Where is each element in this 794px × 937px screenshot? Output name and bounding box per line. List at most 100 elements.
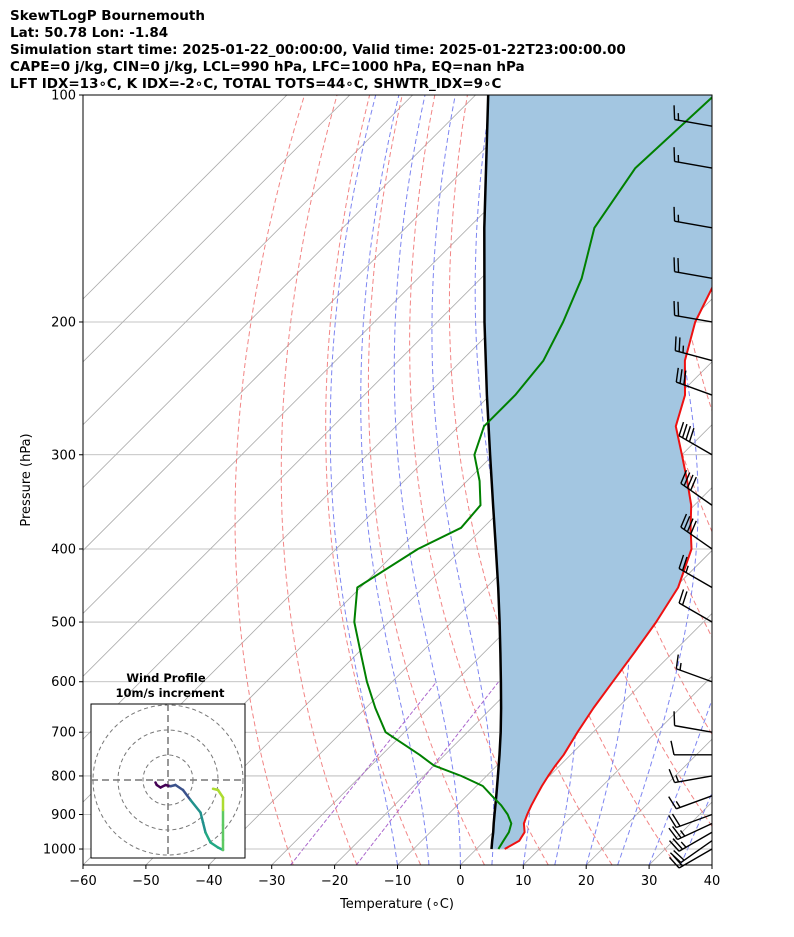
barb-half-feather	[679, 662, 682, 671]
barb-feather	[672, 838, 684, 850]
barb-feather	[686, 518, 694, 533]
moist-adiabat	[680, 791, 712, 865]
barb-feather	[673, 147, 676, 162]
mixing-ratio-line	[290, 681, 437, 865]
barb-feather	[673, 711, 676, 726]
barb-feather	[683, 370, 687, 385]
x-tick-label: −10	[384, 874, 411, 889]
barb-feather	[679, 369, 683, 384]
hodograph-trace	[189, 798, 202, 814]
isotherm	[711, 864, 712, 865]
barb-feather	[678, 554, 685, 569]
barb-half-feather	[675, 800, 681, 808]
isotherm	[83, 95, 539, 552]
wind-barb	[673, 711, 713, 733]
wind-barb	[670, 740, 712, 756]
barb-feather	[688, 427, 695, 442]
hodograph-trace	[211, 787, 220, 792]
dry-adiabat	[234, 95, 305, 865]
wind-barb	[668, 795, 713, 810]
barb-staff	[678, 435, 713, 456]
x-tick-label: −60	[69, 874, 96, 889]
barb-staff	[678, 831, 713, 852]
barb-half-feather	[680, 841, 687, 848]
barb-feather	[673, 206, 676, 222]
barb-staff	[674, 220, 713, 229]
barb-feather	[668, 856, 680, 869]
barb-feather	[673, 849, 685, 861]
moist-adiabat	[744, 95, 794, 865]
y-tick-label: 800	[51, 769, 76, 784]
barb-staff	[675, 350, 713, 362]
barb-feather	[678, 337, 681, 352]
cape-line: CAPE=0 j/kg, CIN=0 j/kg, LCL=990 hPa, LF…	[10, 59, 525, 75]
wind-barb	[678, 421, 713, 456]
barb-staff	[674, 724, 713, 733]
barb-feather	[683, 516, 691, 530]
wind-barb	[678, 589, 713, 623]
dry-adiabat	[367, 95, 485, 865]
x-tick-label: 20	[578, 874, 595, 889]
hodograph-trace	[181, 788, 192, 802]
x-tick-label: 0	[456, 874, 464, 889]
moist-adiabat	[617, 95, 699, 865]
isotherm	[83, 95, 288, 300]
hodograph-trace	[209, 841, 220, 849]
barb-feather	[673, 301, 676, 316]
barb-feather	[669, 852, 682, 864]
barb-feather	[670, 740, 675, 755]
y-tick-label: 100	[51, 89, 76, 104]
x-tick-label: −20	[321, 874, 348, 889]
barb-staff	[676, 795, 713, 810]
barb-feather	[675, 367, 679, 383]
wind-barb	[680, 469, 713, 506]
barb-feather	[671, 813, 681, 827]
dewpoint-profile	[353, 96, 712, 850]
barb-half-feather	[675, 774, 680, 783]
barb-feather	[690, 520, 697, 535]
barb-feather	[668, 840, 680, 852]
y-tick-label: 400	[51, 542, 76, 557]
moist-adiabat	[648, 698, 712, 865]
barb-staff	[676, 381, 713, 396]
barb-feather	[668, 827, 679, 840]
barb-staff	[674, 160, 713, 169]
wind-barb	[673, 257, 713, 279]
barb-feather	[668, 796, 677, 810]
index-line: LFT IDX=13∘C, K IDX=-2∘C, TOTAL TOTS=44∘…	[10, 76, 502, 92]
y-tick-label: 700	[51, 726, 76, 741]
wind-barb	[680, 513, 713, 550]
barb-feather	[680, 513, 688, 528]
barb-feather	[675, 654, 679, 669]
barb-feather	[677, 258, 680, 273]
x-tick-label: 40	[704, 874, 721, 889]
y-tick-label: 600	[51, 675, 76, 690]
wind-barb	[668, 831, 713, 852]
wind-barb	[675, 367, 713, 396]
mixing-ratio-line	[355, 681, 499, 865]
dry-adiabat	[662, 95, 712, 413]
barb-staff	[680, 526, 713, 550]
wind-barb	[673, 147, 713, 169]
hodograph-trace	[216, 788, 225, 799]
hodograph-trace	[199, 811, 205, 824]
barb-feather	[677, 301, 680, 317]
wind-barb	[673, 206, 713, 229]
barb-half-feather	[685, 565, 689, 573]
moist-adiabat	[431, 95, 495, 865]
y-axis-label: Pressure (hPa)	[19, 433, 34, 526]
dry-adiabat	[280, 95, 358, 865]
wind-barb	[668, 769, 713, 784]
barb-feather	[673, 257, 676, 272]
parcel-shading	[484, 95, 712, 849]
wind-barb	[678, 554, 713, 589]
barb-feather	[678, 589, 685, 604]
x-tick-label: −50	[132, 874, 159, 889]
isotherm	[523, 675, 712, 865]
barb-half-feather	[679, 830, 686, 837]
barb-feather	[681, 556, 688, 571]
barb-feather	[683, 472, 691, 487]
hodograph-plot	[91, 704, 245, 858]
x-axis-label: Temperature (∘C)	[339, 897, 454, 912]
barb-feather	[671, 826, 682, 839]
